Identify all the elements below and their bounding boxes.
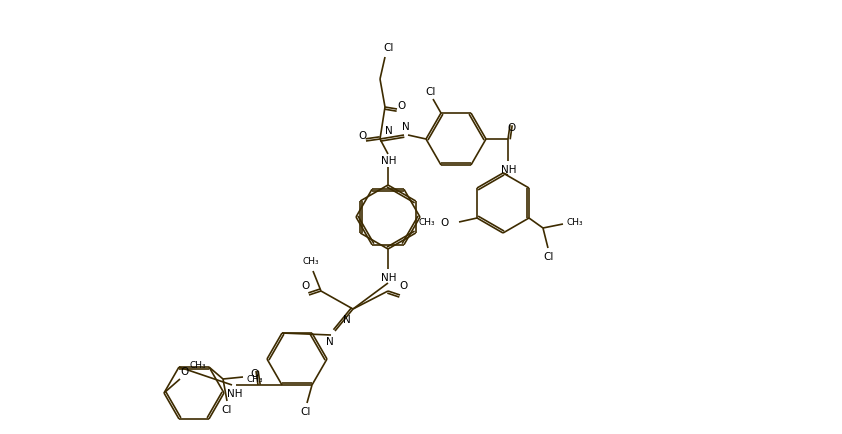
Text: N: N <box>402 122 410 132</box>
Text: O: O <box>301 280 309 290</box>
Text: Cl: Cl <box>544 251 554 261</box>
Text: O: O <box>180 366 188 376</box>
Text: Cl: Cl <box>221 404 232 414</box>
Text: NH: NH <box>227 388 242 398</box>
Text: O: O <box>440 217 449 227</box>
Text: Cl: Cl <box>301 406 312 416</box>
Text: NH: NH <box>501 164 517 174</box>
Text: CH₃: CH₃ <box>189 361 206 370</box>
Text: CH₃: CH₃ <box>302 257 319 266</box>
Text: Cl: Cl <box>384 43 394 53</box>
Text: N: N <box>385 126 393 136</box>
Text: CH₃: CH₃ <box>247 375 264 384</box>
Text: Cl: Cl <box>426 87 436 97</box>
Text: O: O <box>508 123 516 133</box>
Text: NH: NH <box>381 156 397 166</box>
Text: CH₃: CH₃ <box>567 218 584 227</box>
Text: O: O <box>250 368 258 378</box>
Text: N: N <box>344 314 351 324</box>
Text: O: O <box>397 101 405 111</box>
Text: CH₃: CH₃ <box>418 218 435 227</box>
Text: N: N <box>326 336 334 346</box>
Text: O: O <box>400 280 408 290</box>
Text: O: O <box>358 131 366 141</box>
Text: NH: NH <box>381 273 397 283</box>
